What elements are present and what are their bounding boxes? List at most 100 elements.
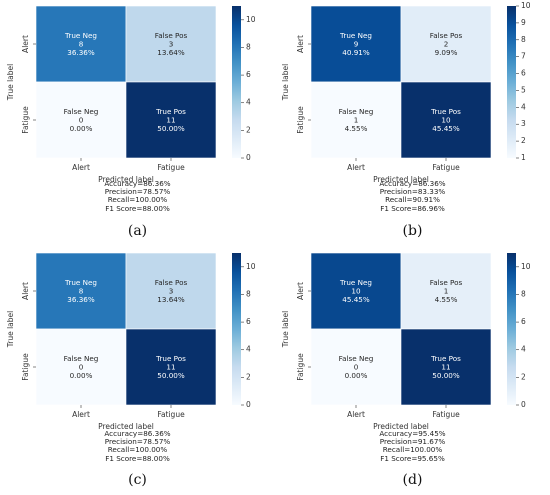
colorbar-tick-label: 10 — [246, 262, 256, 271]
heatmap-cell — [125, 81, 217, 159]
colorbar-tick-label: 9 — [521, 18, 526, 27]
cell-label: 9 — [354, 40, 359, 49]
x-tick-label: Fatigue — [157, 410, 185, 419]
cell-label: 9.09% — [435, 48, 458, 57]
colorbar-tick-label: 4 — [246, 345, 251, 354]
cell-label: 1 — [444, 287, 449, 296]
colorbar-tick-label: 6 — [521, 69, 526, 78]
heatmap-cell — [400, 5, 492, 83]
heatmap-cell — [35, 5, 127, 83]
colorbar-tick-label: 4 — [246, 98, 251, 107]
heatmap-cell — [125, 252, 217, 330]
x-tick-label: Alert — [72, 163, 90, 172]
cell-label: 10 — [441, 116, 451, 125]
metric-f1: F1 Score=88.00% — [105, 453, 170, 463]
colorbar-tick-label: 8 — [246, 289, 251, 298]
colorbar-tick-label: 4 — [521, 102, 526, 111]
cell-label: 0 — [79, 116, 84, 125]
metric-precision: Precision=83.33% — [379, 187, 446, 197]
colorbar-tick-label: 6 — [246, 70, 251, 79]
y-axis-label: True label — [6, 64, 15, 101]
y-tick-label: Fatigue — [296, 353, 305, 381]
colorbar-tick-label: 0 — [246, 400, 251, 409]
colorbar-tick-label: 2 — [521, 372, 526, 381]
cell-label: True Pos — [155, 354, 186, 363]
heatmap-cell — [310, 328, 402, 406]
x-tick-label: Alert — [347, 163, 365, 172]
colorbar — [507, 253, 516, 405]
cell-label: False Neg — [339, 354, 374, 363]
cell-label: 4.55% — [435, 295, 458, 304]
cell-label: 0 — [354, 363, 359, 372]
cell-label: 45.45% — [342, 295, 370, 304]
x-tick-label: Alert — [347, 410, 365, 419]
panel-label: (a) — [127, 223, 148, 239]
colorbar-tick-label: 2 — [521, 136, 526, 145]
colorbar-tick-label: 3 — [521, 119, 526, 128]
metric-accuracy: Accuracy=86.36% — [104, 429, 171, 438]
y-axis-label: True label — [281, 311, 290, 348]
cell-label: False Neg — [64, 107, 99, 116]
heatmap-cell — [125, 5, 217, 83]
colorbar-tick-label: 10 — [246, 15, 256, 24]
x-tick-label: Fatigue — [432, 163, 460, 172]
colorbar-tick-label: 8 — [521, 289, 526, 298]
colorbar-tick-label: 10 — [521, 1, 531, 10]
cell-label: 36.36% — [67, 295, 95, 304]
metric-recall: Recall=100.00% — [382, 445, 443, 455]
cell-label: 2 — [444, 40, 449, 49]
colorbar-tick-label: 7 — [521, 52, 526, 61]
cell-label: 8 — [79, 40, 84, 49]
colorbar-tick-label: 6 — [246, 317, 251, 326]
colorbar — [232, 253, 241, 405]
cell-label: True Neg — [339, 278, 372, 287]
metrics-block: Accuracy=86.36% Precision=83.33% Recall=… — [275, 179, 550, 213]
colorbar-tick-label: 2 — [246, 125, 251, 134]
colorbar-tick-label: 2 — [246, 372, 251, 381]
cell-label: 11 — [166, 363, 175, 372]
cell-label: False Pos — [430, 278, 463, 287]
y-tick-label: Alert — [21, 35, 30, 53]
colorbar — [507, 6, 516, 158]
y-tick-label: Alert — [296, 35, 305, 53]
cell-label: 13.64% — [157, 48, 185, 57]
panel-label: (c) — [128, 472, 147, 488]
heatmap-cell — [310, 5, 402, 83]
cell-label: 11 — [166, 116, 175, 125]
cell-label: 50.00% — [157, 124, 185, 133]
y-axis-label: True label — [281, 64, 290, 101]
cell-label: True Neg — [64, 31, 97, 40]
metric-recall: Recall=90.91% — [385, 195, 440, 205]
cell-label: 40.91% — [342, 48, 370, 57]
panel-label: (d) — [402, 472, 423, 488]
colorbar-tick-label: 5 — [521, 85, 526, 94]
metrics-block: Accuracy=95.45% Precision=91.67% Recall=… — [275, 429, 550, 463]
cell-label: 11 — [441, 363, 450, 372]
cell-label: True Pos — [430, 107, 461, 116]
confusion-matrix-panel-d: True Neg 10 45.45% False Pos 1 4.55% False Neg… — [275, 247, 550, 494]
metric-recall: Recall=100.00% — [107, 445, 168, 455]
cell-label: True Pos — [155, 107, 186, 116]
metric-recall: Recall=100.00% — [107, 195, 168, 205]
confusion-matrix-panel-a: True Neg 8 36.36% False Pos 3 13.64% False Neg… — [0, 0, 275, 247]
metric-precision: Precision=91.67% — [379, 437, 446, 447]
metric-f1: F1 Score=86.96% — [380, 203, 445, 213]
heatmap-cell — [35, 81, 127, 159]
cell-label: 50.00% — [157, 371, 185, 380]
colorbar-tick-label: 4 — [521, 345, 526, 354]
confusion-matrix-panel-c: True Neg 8 36.36% False Pos 3 13.64% False Neg… — [0, 247, 275, 494]
heatmap-cell — [400, 328, 492, 406]
panel-label: (b) — [402, 223, 423, 239]
y-tick-label: Fatigue — [21, 106, 30, 134]
cell-label: True Pos — [430, 354, 461, 363]
cell-label: 36.36% — [67, 48, 95, 57]
y-tick-label: Fatigue — [21, 353, 30, 381]
cell-label: 3 — [169, 40, 174, 49]
metrics-block: Accuracy=86.36% Precision=78.57% Recall=… — [0, 429, 275, 463]
metric-f1: F1 Score=88.00% — [105, 203, 170, 213]
cell-label: 0.00% — [70, 371, 93, 380]
cell-label: False Pos — [155, 278, 188, 287]
